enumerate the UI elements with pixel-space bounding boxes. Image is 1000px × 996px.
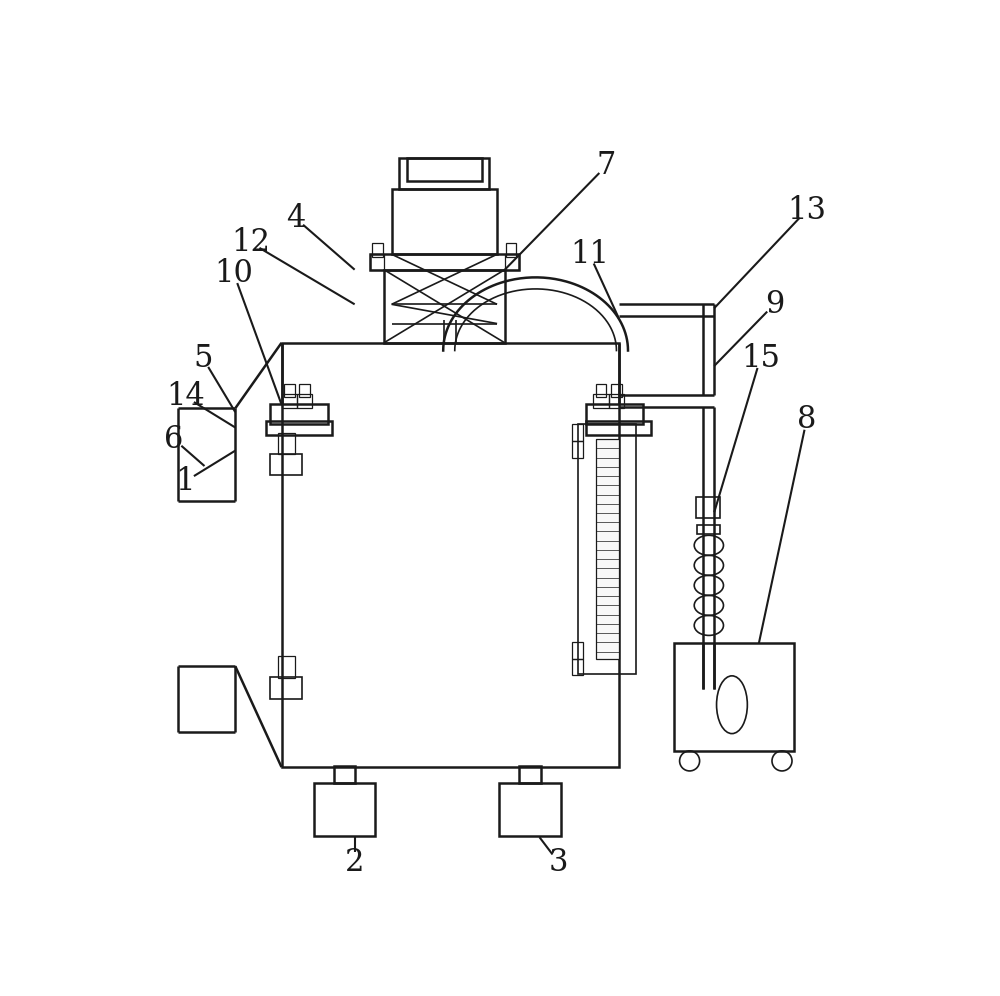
Bar bbox=[586, 421, 651, 435]
Bar bbox=[284, 384, 295, 396]
Bar bbox=[370, 254, 519, 270]
Bar bbox=[266, 421, 332, 435]
Bar bbox=[282, 343, 619, 767]
Bar bbox=[278, 656, 295, 677]
Text: 6: 6 bbox=[164, 423, 183, 454]
Bar bbox=[586, 404, 643, 423]
Bar bbox=[278, 433, 295, 454]
Text: 5: 5 bbox=[193, 343, 213, 374]
Bar bbox=[384, 270, 505, 343]
Bar bbox=[270, 404, 328, 423]
Text: 11: 11 bbox=[570, 239, 609, 270]
Bar bbox=[596, 439, 619, 658]
Bar bbox=[572, 641, 583, 658]
Text: 15: 15 bbox=[741, 343, 780, 374]
Text: 7: 7 bbox=[597, 150, 616, 181]
Bar bbox=[334, 766, 355, 783]
Text: 8: 8 bbox=[797, 404, 816, 435]
Text: 3: 3 bbox=[549, 847, 568, 878]
Bar bbox=[505, 254, 519, 270]
Bar bbox=[499, 783, 561, 836]
Bar bbox=[282, 394, 297, 408]
Bar bbox=[578, 423, 636, 674]
Bar bbox=[611, 384, 622, 396]
Text: 1: 1 bbox=[176, 466, 195, 497]
Bar bbox=[674, 643, 794, 751]
Text: 2: 2 bbox=[345, 847, 364, 878]
Bar bbox=[392, 189, 497, 254]
Bar bbox=[596, 384, 606, 396]
Bar bbox=[696, 497, 720, 518]
Bar bbox=[399, 158, 489, 189]
Bar bbox=[593, 394, 609, 408]
Bar bbox=[609, 394, 624, 408]
Bar bbox=[270, 454, 302, 475]
Text: 9: 9 bbox=[765, 289, 784, 320]
Bar bbox=[407, 158, 482, 181]
Bar bbox=[299, 384, 310, 396]
Text: 13: 13 bbox=[787, 195, 826, 226]
Bar bbox=[314, 783, 375, 836]
Bar bbox=[372, 243, 383, 257]
Bar bbox=[572, 424, 583, 441]
Bar bbox=[506, 243, 516, 257]
Bar bbox=[519, 766, 541, 783]
Bar bbox=[270, 677, 302, 698]
Bar bbox=[370, 254, 384, 270]
Text: 14: 14 bbox=[166, 381, 205, 412]
Bar bbox=[697, 525, 720, 534]
Text: 12: 12 bbox=[231, 227, 270, 258]
Bar bbox=[572, 658, 583, 675]
Text: 4: 4 bbox=[286, 202, 305, 234]
Text: 10: 10 bbox=[214, 258, 253, 289]
Bar bbox=[297, 394, 312, 408]
Bar bbox=[572, 441, 583, 458]
